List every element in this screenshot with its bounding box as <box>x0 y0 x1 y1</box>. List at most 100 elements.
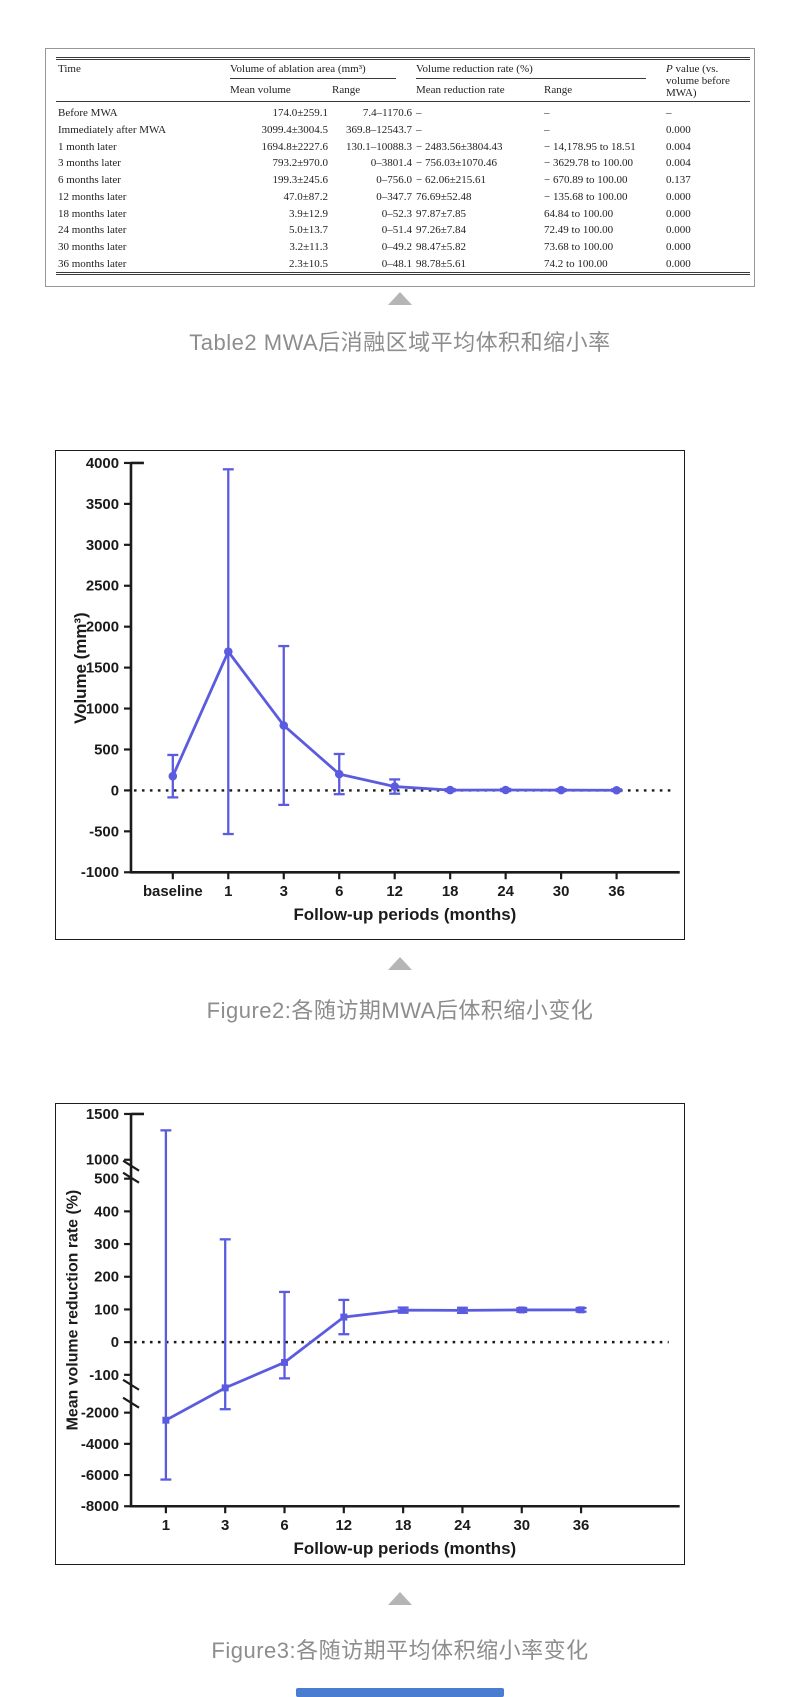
table-cell: Immediately after MWA <box>58 123 167 136</box>
svg-text:0: 0 <box>111 1334 119 1351</box>
svg-text:3: 3 <box>221 1517 229 1534</box>
table-cell: 3.2±11.3 <box>289 241 328 254</box>
svg-text:1000: 1000 <box>86 1152 119 1169</box>
table-cell: 24 months later <box>58 224 127 237</box>
table-row: 30 months later 3.2±11.3 0–49.2 98.47±5.82 7… <box>56 239 750 256</box>
table-subheader-range-2: Range <box>542 81 665 102</box>
table-cell: 12 months later <box>58 190 127 203</box>
table-cell: 73.68 to 100.00 <box>544 241 614 254</box>
svg-text:500: 500 <box>94 741 119 758</box>
table-cell: 97.87±7.85 <box>416 207 467 220</box>
table-cell: 2.3±10.5 <box>288 258 328 271</box>
table-cell: 6 months later <box>58 174 121 187</box>
svg-text:18: 18 <box>442 883 459 900</box>
table-cell: 0–49.2 <box>381 241 413 254</box>
svg-text:24: 24 <box>454 1517 471 1534</box>
svg-text:6: 6 <box>335 883 343 900</box>
svg-text:-500: -500 <box>89 823 119 840</box>
table-cell: 0.004 <box>666 157 691 170</box>
svg-text:36: 36 <box>608 883 625 900</box>
table-cell: 47.0±87.2 <box>283 190 328 203</box>
table-cell: 3.9±12.9 <box>288 207 328 220</box>
svg-text:100: 100 <box>94 1301 119 1318</box>
table-panel: Time Volume of ablation area (mm³) Volum… <box>45 48 755 287</box>
table-cell: 3 months later <box>58 157 121 170</box>
table-cell: 793.2±970.0 <box>272 157 328 170</box>
svg-text:1: 1 <box>224 883 232 900</box>
svg-text:Follow-up periods (months): Follow-up periods (months) <box>294 1539 517 1558</box>
table-row: Immediately after MWA 3099.4±3004.5 369.8–… <box>56 121 750 138</box>
table-cell: 97.26±7.84 <box>416 224 467 237</box>
table-subheader-mean-rate: Mean reduction rate <box>414 81 543 102</box>
table-cell: 0.000 <box>666 123 691 136</box>
svg-text:Follow-up periods (months): Follow-up periods (months) <box>293 905 516 924</box>
figure3-chart: 150010005004003002001000-100-2000-4000-6… <box>64 1106 680 1558</box>
figure2-caption: Figure2:各随访期MWA后体积缩小变化 <box>206 998 594 1023</box>
table-cell: – <box>416 123 422 136</box>
svg-text:12: 12 <box>386 883 403 900</box>
table-header-row-1: Time Volume of ablation area (mm³) Volum… <box>56 58 751 102</box>
table-cell: 74.2 to 100.00 <box>544 258 608 271</box>
table-row: Before MWA 174.0±259.1 7.4–1170.6– – – <box>56 102 750 122</box>
table-cell: 0.000 <box>666 190 691 203</box>
svg-text:1500: 1500 <box>86 1106 119 1123</box>
table-cell: 98.78±5.61 <box>416 258 467 271</box>
table-caption: Table2 MWA后消融区域平均体积和缩小率 <box>189 330 611 355</box>
figure2-chart: 4000 3500 3000 2500 2000 1500 1000 500 0 -500 -100… <box>71 455 680 924</box>
table-cell: 0.004 <box>666 140 691 153</box>
svg-text:30: 30 <box>553 883 570 900</box>
table-row: 3 months later 793.2±970.0 0–3801.4− 756.0… <box>56 155 750 172</box>
table-cell: − 3629.78 to 100.00 <box>544 157 634 170</box>
table-cell: 7.4–1170.6 <box>362 107 413 119</box>
table-cell: 30 months later <box>58 241 127 254</box>
svg-text:18: 18 <box>395 1517 412 1534</box>
figure3-panel: 1500 1000 500 400 300 200 100 0 -100 -2000 -4000 -6… <box>55 1103 685 1565</box>
svg-text:500: 500 <box>94 1171 119 1188</box>
table-row: 18 months later 3.9±12.9 0–52.3 97.87±7.85 6… <box>56 205 750 222</box>
svg-text:baseline: baseline <box>143 883 203 900</box>
svg-text:1000: 1000 <box>86 701 119 718</box>
figure2-panel: 4000 3500 3000 2500 2000 1500 1000 500 0 -500 -100… <box>55 450 685 940</box>
svg-text:-6000: -6000 <box>81 1467 119 1484</box>
svg-text:1500: 1500 <box>86 660 119 677</box>
table-cell: 18 months later <box>58 207 127 220</box>
table-cell: – <box>666 107 672 119</box>
table-row: 1 month later 1694.8±2227.6 130.1–10088.3−… <box>56 138 750 155</box>
table-cell: 0–48.1 <box>381 258 413 271</box>
svg-text:200: 200 <box>94 1269 119 1286</box>
table-cell: 0.000 <box>666 207 691 220</box>
table-cell: − 756.03±1070.46 <box>416 157 498 170</box>
svg-text:12: 12 <box>336 1517 353 1534</box>
table-cell: 0–51.4 <box>381 224 413 237</box>
svg-text:2000: 2000 <box>86 619 119 636</box>
table-cell: Before MWA <box>58 107 118 119</box>
table-cell: – <box>544 123 550 136</box>
svg-text:4000: 4000 <box>86 455 119 472</box>
table-subheader-range-1: Range <box>330 81 415 102</box>
figure2-collapse-triangle-icon <box>388 957 412 970</box>
table-body: Before MWA 174.0±259.1 7.4–1170.6– – – Immedi… <box>56 102 750 274</box>
svg-text:-100: -100 <box>89 1367 119 1384</box>
table-row: 12 months later 47.0±87.2 0–347.7 76.69±52.… <box>56 189 750 206</box>
table-cell: 0–3801.4 <box>370 157 413 170</box>
table-cell: – <box>544 107 550 119</box>
table-cell: 0.000 <box>666 224 691 237</box>
table-cell: − 14,178.95 to 18.51 <box>544 140 636 153</box>
table-row: 36 months later 2.3±10.5 0–48.1 98.78±5.61 7… <box>56 256 750 274</box>
svg-text:0: 0 <box>111 782 119 799</box>
table-cell: 369.8–12543.7 <box>346 123 413 136</box>
table-cell: 1 month later <box>58 140 117 153</box>
table-cell: 98.47±5.82 <box>416 241 467 254</box>
svg-text:2500: 2500 <box>86 578 119 595</box>
table-cell: 72.49 to 100.00 <box>544 224 614 237</box>
svg-text:30: 30 <box>513 1517 530 1534</box>
table-row: 24 months later 5.0±13.7 0–51.4 97.26±7.84 7… <box>56 222 750 239</box>
data-table: Time Volume of ablation area (mm³) Volum… <box>56 57 751 276</box>
svg-text:300: 300 <box>94 1236 119 1253</box>
figure3-caption: Figure3:各随访期平均体积缩小率变化 <box>211 1638 589 1663</box>
table-cell: 3099.4±3004.5 <box>261 123 328 136</box>
table-cell: 0.000 <box>666 258 691 271</box>
svg-text:3: 3 <box>280 883 288 900</box>
table-cell: 0–52.3 <box>381 207 413 220</box>
